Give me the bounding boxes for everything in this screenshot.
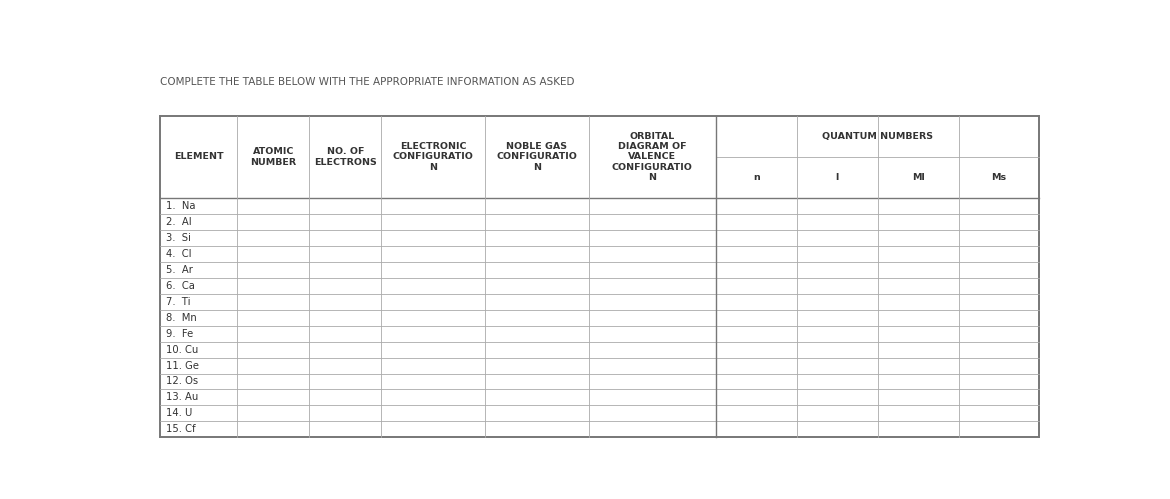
Text: 2.  Al: 2. Al: [166, 217, 192, 227]
Text: QUANTUM NUMBERS: QUANTUM NUMBERS: [823, 132, 934, 141]
Text: 9.  Fe: 9. Fe: [166, 329, 193, 339]
Text: 7.  Ti: 7. Ti: [166, 297, 191, 307]
Text: 3.  Si: 3. Si: [166, 233, 191, 243]
Text: n: n: [753, 173, 759, 182]
Text: 1.  Na: 1. Na: [166, 201, 195, 212]
Text: COMPLETE THE TABLE BELOW WITH THE APPROPRIATE INFORMATION AS ASKED: COMPLETE THE TABLE BELOW WITH THE APPROP…: [160, 77, 574, 87]
Text: ORBITAL
DIAGRAM OF
VALENCE
CONFIGURATIO
N: ORBITAL DIAGRAM OF VALENCE CONFIGURATIO …: [612, 132, 693, 182]
Text: NOBLE GAS
CONFIGURATIO
N: NOBLE GAS CONFIGURATIO N: [496, 142, 577, 172]
Text: Ml: Ml: [911, 173, 924, 182]
Text: 14. U: 14. U: [166, 408, 192, 418]
Text: 13. Au: 13. Au: [166, 392, 198, 402]
Text: l: l: [835, 173, 839, 182]
Text: 12. Os: 12. Os: [166, 376, 198, 386]
Text: ELECTRONIC
CONFIGURATIO
N: ELECTRONIC CONFIGURATIO N: [393, 142, 474, 172]
Text: 15. Cf: 15. Cf: [166, 424, 195, 434]
Bar: [160, 116, 1039, 437]
Text: 5.  Ar: 5. Ar: [166, 265, 193, 275]
Text: 11. Ge: 11. Ge: [166, 361, 199, 371]
Text: NO. OF
ELECTRONS: NO. OF ELECTRONS: [314, 147, 377, 167]
Text: ATOMIC
NUMBER: ATOMIC NUMBER: [250, 147, 296, 167]
Text: 6.  Ca: 6. Ca: [166, 281, 195, 291]
Text: 10. Cu: 10. Cu: [166, 345, 198, 355]
Text: 8.  Mn: 8. Mn: [166, 313, 197, 323]
Text: ELEMENT: ELEMENT: [173, 153, 223, 162]
Text: 4.  Cl: 4. Cl: [166, 249, 192, 259]
Text: Ms: Ms: [991, 173, 1006, 182]
